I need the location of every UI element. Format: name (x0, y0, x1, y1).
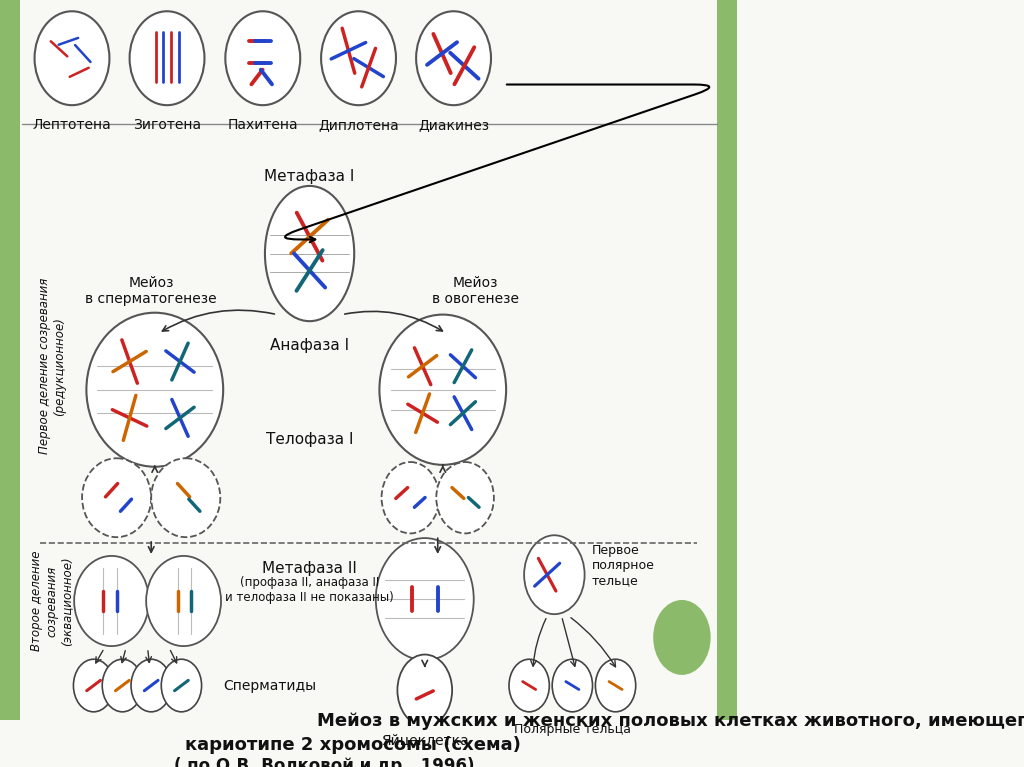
Text: Первое деление созревания
(редукционное): Первое деление созревания (редукционное) (38, 278, 66, 454)
Text: Пахитена: Пахитена (227, 118, 298, 133)
Ellipse shape (146, 556, 221, 646)
Text: ( по О.В. Волковой и др., 1996): ( по О.В. Волковой и др., 1996) (174, 757, 474, 767)
Circle shape (131, 659, 171, 712)
Text: Мейоз
в сперматогенезе: Мейоз в сперматогенезе (85, 276, 217, 306)
Ellipse shape (86, 313, 223, 467)
Ellipse shape (82, 458, 152, 537)
Text: Метафаза II: Метафаза II (262, 561, 357, 576)
Ellipse shape (380, 314, 506, 465)
Text: Мейоз в мужских и женских половых клетках животного, имеющего в: Мейоз в мужских и женских половых клетка… (316, 713, 1024, 730)
Circle shape (509, 659, 549, 712)
Ellipse shape (416, 12, 490, 105)
Ellipse shape (382, 462, 439, 533)
Text: Сперматиды: Сперматиды (223, 679, 316, 693)
Ellipse shape (74, 556, 150, 646)
FancyBboxPatch shape (717, 0, 737, 720)
Ellipse shape (152, 458, 220, 537)
Circle shape (552, 659, 593, 712)
Text: кариотипе 2 хромосомы (схема): кариотипе 2 хромосомы (схема) (185, 736, 521, 754)
Ellipse shape (225, 12, 300, 105)
FancyBboxPatch shape (0, 0, 20, 720)
Text: Диакинез: Диакинез (418, 118, 489, 133)
Text: Мейоз
в овогенезе: Мейоз в овогенезе (432, 276, 519, 306)
Text: Первое
полярное
тельце: Первое полярное тельце (592, 544, 654, 587)
Text: Лептотена: Лептотена (33, 118, 112, 133)
Circle shape (102, 659, 142, 712)
Text: Полярные тельца: Полярные тельца (514, 723, 631, 736)
Circle shape (161, 659, 202, 712)
Text: Яйцеклетка: Яйцеклетка (381, 733, 469, 747)
Text: Второе деление
созревания
(эквационное): Второе деление созревания (эквационное) (31, 551, 74, 651)
Ellipse shape (436, 462, 494, 533)
Ellipse shape (376, 538, 474, 660)
Circle shape (397, 654, 453, 726)
Circle shape (653, 600, 711, 675)
Text: (профаза II, анафаза II
и телофаза II не показаны): (профаза II, анафаза II и телофаза II не… (225, 576, 394, 604)
Text: Метафаза I: Метафаза I (264, 169, 354, 184)
Text: Телофаза I: Телофаза I (266, 432, 353, 447)
Text: Диплотена: Диплотена (318, 118, 399, 133)
Circle shape (74, 659, 114, 712)
Text: Анафаза I: Анафаза I (270, 338, 349, 353)
Circle shape (524, 535, 585, 614)
Circle shape (595, 659, 636, 712)
Ellipse shape (130, 12, 205, 105)
Ellipse shape (322, 12, 396, 105)
Ellipse shape (265, 186, 354, 321)
Text: Зиготена: Зиготена (133, 118, 201, 133)
Ellipse shape (35, 12, 110, 105)
